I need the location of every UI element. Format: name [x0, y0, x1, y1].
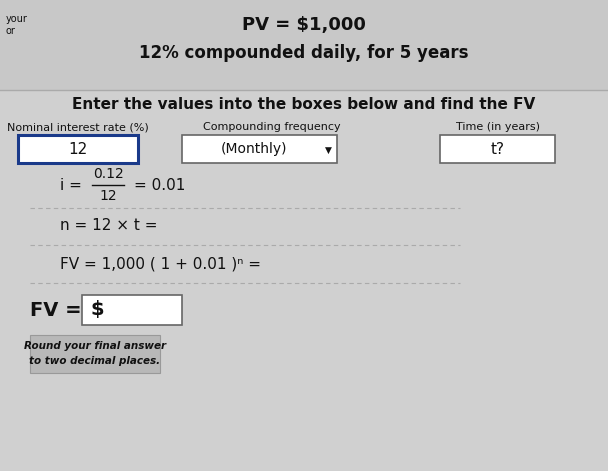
FancyBboxPatch shape: [18, 135, 138, 163]
Text: 12: 12: [68, 141, 88, 156]
FancyBboxPatch shape: [30, 335, 160, 373]
Text: 12: 12: [99, 189, 117, 203]
Text: your: your: [6, 14, 28, 24]
Text: ▼: ▼: [325, 146, 332, 154]
Text: FV =: FV =: [30, 300, 88, 319]
Text: FV = 1,000 ( 1 + 0.01 )ⁿ =: FV = 1,000 ( 1 + 0.01 )ⁿ =: [60, 257, 261, 271]
Text: 12% compounded daily, for 5 years: 12% compounded daily, for 5 years: [139, 44, 469, 62]
Text: Enter the values into the boxes below and find the FV: Enter the values into the boxes below an…: [72, 97, 536, 112]
Text: 0.12: 0.12: [92, 167, 123, 181]
Text: Time (in years): Time (in years): [456, 122, 540, 132]
Text: = 0.01: = 0.01: [134, 178, 185, 193]
Text: (Monthly): (Monthly): [220, 142, 287, 156]
Text: to two decimal places.: to two decimal places.: [29, 356, 161, 366]
Text: $: $: [90, 300, 103, 319]
Text: PV = $1,000: PV = $1,000: [242, 16, 366, 34]
Text: or: or: [6, 26, 16, 36]
FancyBboxPatch shape: [440, 135, 555, 163]
FancyBboxPatch shape: [82, 295, 182, 325]
Text: n = 12 × t =: n = 12 × t =: [60, 219, 157, 234]
Text: t?: t?: [491, 141, 505, 156]
Text: Compounding frequency: Compounding frequency: [203, 122, 341, 132]
FancyBboxPatch shape: [0, 90, 608, 471]
FancyBboxPatch shape: [0, 0, 608, 90]
FancyBboxPatch shape: [182, 135, 337, 163]
Text: i =: i =: [60, 178, 82, 193]
Text: Nominal interest rate (%): Nominal interest rate (%): [7, 122, 149, 132]
Text: Round your final answer: Round your final answer: [24, 341, 166, 351]
